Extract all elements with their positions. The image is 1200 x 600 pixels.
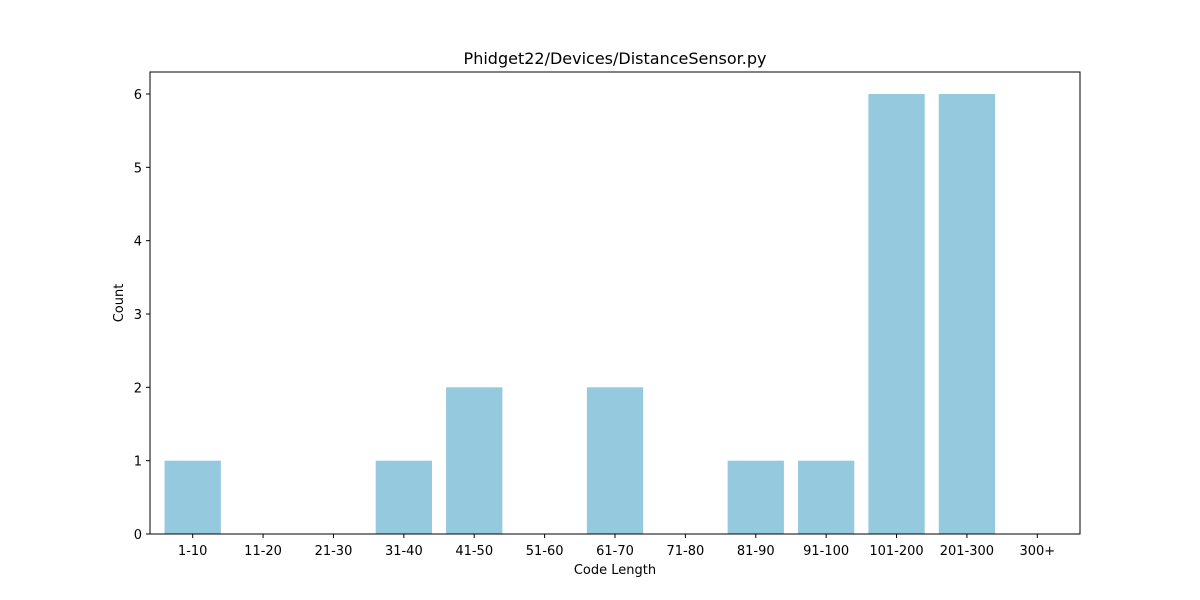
bar-201-300	[938, 94, 996, 534]
bars-layer	[164, 94, 996, 534]
y-tick-label: 6	[134, 88, 142, 103]
x-tick-label: 71-80	[666, 544, 704, 559]
bar-61-70	[586, 387, 644, 534]
x-tick-label: 201-300	[940, 544, 994, 559]
chart-title: Phidget22/Devices/DistanceSensor.py	[464, 49, 767, 68]
bar-31-40	[375, 460, 432, 534]
y-tick-label: 5	[134, 161, 142, 176]
y-tick-label: 4	[134, 235, 142, 250]
bar-41-50	[446, 387, 503, 534]
y-axis-title: Count	[112, 284, 127, 323]
x-tick-label: 1-10	[178, 544, 208, 559]
x-tick-label: 41-50	[455, 544, 493, 559]
x-tick-label: 31-40	[385, 544, 423, 559]
x-tick-label: 300+	[1019, 544, 1055, 559]
bar-1-10	[164, 460, 221, 534]
x-tick-label: 101-200	[869, 544, 923, 559]
y-tick-label: 0	[134, 528, 142, 543]
x-tick-label: 81-90	[737, 544, 775, 559]
x-tick-label: 61-70	[596, 544, 634, 559]
bar-81-90	[727, 460, 784, 534]
x-tick-label: 21-30	[315, 544, 353, 559]
x-tick-label: 51-60	[526, 544, 564, 559]
x-tick-label: 11-20	[244, 544, 282, 559]
bar-91-100	[798, 460, 855, 534]
y-axis: 0 1 2 3 4 5 6	[134, 88, 150, 543]
x-axis: 1-10 11-20 21-30 31-40 41-50 51-60 61-70 71-80 8…	[178, 534, 1055, 559]
x-tick-label: 91-100	[803, 544, 849, 559]
bar-101-200	[868, 94, 925, 534]
y-tick-label: 2	[134, 381, 142, 396]
y-tick-label: 1	[134, 455, 142, 470]
y-tick-label: 3	[134, 308, 142, 323]
x-axis-title: Code Length	[574, 563, 656, 578]
